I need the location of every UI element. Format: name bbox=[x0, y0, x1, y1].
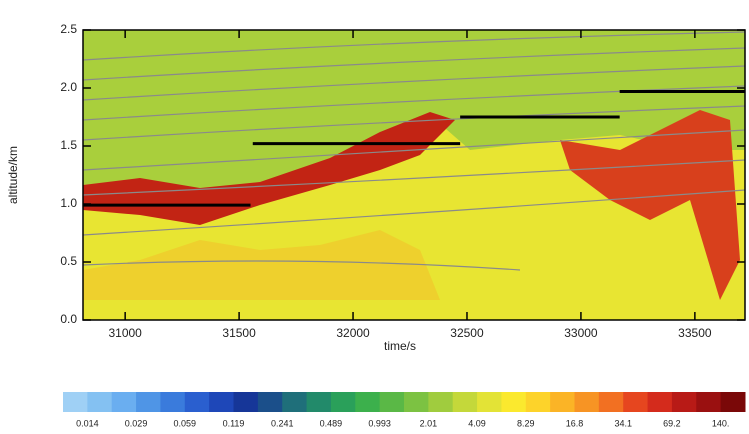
colorbar-label: 16.8 bbox=[566, 418, 584, 428]
colorbar-cell bbox=[111, 392, 137, 412]
x-tick-label: 31500 bbox=[222, 326, 256, 340]
colorbar-cell bbox=[550, 392, 575, 412]
field-band bbox=[83, 112, 455, 225]
colorbar-label: 0.119 bbox=[223, 418, 245, 428]
colorbar-label: 0.241 bbox=[271, 418, 294, 428]
colorbar-label: 0.029 bbox=[125, 418, 148, 428]
colorbar-cell bbox=[428, 392, 454, 412]
colorbar-cell bbox=[720, 392, 746, 412]
colorbar-label: 34.1 bbox=[614, 418, 632, 428]
colorbar-label: 4.09 bbox=[468, 418, 486, 428]
y-tick-label: 0.5 bbox=[60, 254, 77, 268]
colorbar-cell bbox=[501, 392, 527, 412]
colorbar-label: 0.993 bbox=[368, 418, 391, 428]
contours bbox=[83, 31, 745, 271]
colorbar-label: 69.2 bbox=[663, 418, 681, 428]
colorbar-cell bbox=[233, 392, 259, 412]
field-background bbox=[83, 30, 745, 320]
colorbar-cell bbox=[306, 392, 332, 412]
field-patch bbox=[83, 230, 440, 300]
colorbar-cell bbox=[404, 392, 429, 412]
field-band bbox=[560, 110, 740, 300]
x-label: time/s bbox=[384, 339, 416, 353]
colorbar-cell bbox=[671, 392, 697, 412]
colorbar-cell bbox=[525, 392, 551, 412]
colorbar-cell bbox=[160, 392, 186, 412]
colorbar-cell bbox=[63, 392, 88, 412]
colorbar-cell bbox=[574, 392, 600, 412]
x-tick-label: 32000 bbox=[336, 326, 370, 340]
colorbar-cell bbox=[87, 392, 113, 412]
colorbar-cell bbox=[452, 392, 478, 412]
colorbar-label: 140. bbox=[712, 418, 730, 428]
colorbar-label: 0.014 bbox=[76, 418, 99, 428]
y-tick-label: 1.0 bbox=[60, 196, 77, 210]
plot-frame bbox=[82, 29, 746, 321]
colorbar-cell bbox=[477, 392, 502, 412]
x-tick-label: 33000 bbox=[564, 326, 598, 340]
colorbar-cell bbox=[647, 392, 673, 412]
y-tick-label: 1.5 bbox=[60, 138, 77, 152]
x-tick-label: 32500 bbox=[450, 326, 484, 340]
colorbar-cell bbox=[598, 392, 624, 412]
colorbar-cell bbox=[355, 392, 381, 412]
colorbar-label: 0.059 bbox=[174, 418, 197, 428]
colorbar-label: 2.01 bbox=[420, 418, 438, 428]
y-tick-label: 0.0 bbox=[60, 312, 77, 326]
colorbar-cell bbox=[623, 392, 649, 412]
x-tick-label: 33500 bbox=[678, 326, 712, 340]
colorbar-label: 8.29 bbox=[517, 418, 535, 428]
colorbar-cell bbox=[257, 392, 283, 412]
colorbar-cell bbox=[136, 392, 161, 412]
y-tick-label: 2.0 bbox=[60, 80, 77, 94]
colorbar-cell bbox=[209, 392, 234, 412]
y-label: altitude/km bbox=[6, 146, 20, 204]
colorbar-label: 0.489 bbox=[320, 418, 343, 428]
plot: 31000 31500 32000 32500 33000 33500 0.0 0.5 1.0 1… bbox=[60, 22, 745, 340]
colorbar-cell bbox=[330, 392, 356, 412]
x-tick-label: 31000 bbox=[108, 326, 142, 340]
colorbar-cell bbox=[379, 392, 405, 412]
colorbar-cell bbox=[696, 392, 722, 412]
colorbar: 0.014 0.029 0.059 0.119 0.241 0.489 0.993 2.01 4… bbox=[63, 392, 746, 428]
colorbar-cell bbox=[282, 392, 308, 412]
y-tick-label: 2.5 bbox=[60, 22, 77, 36]
colorbar-cell bbox=[184, 392, 210, 412]
